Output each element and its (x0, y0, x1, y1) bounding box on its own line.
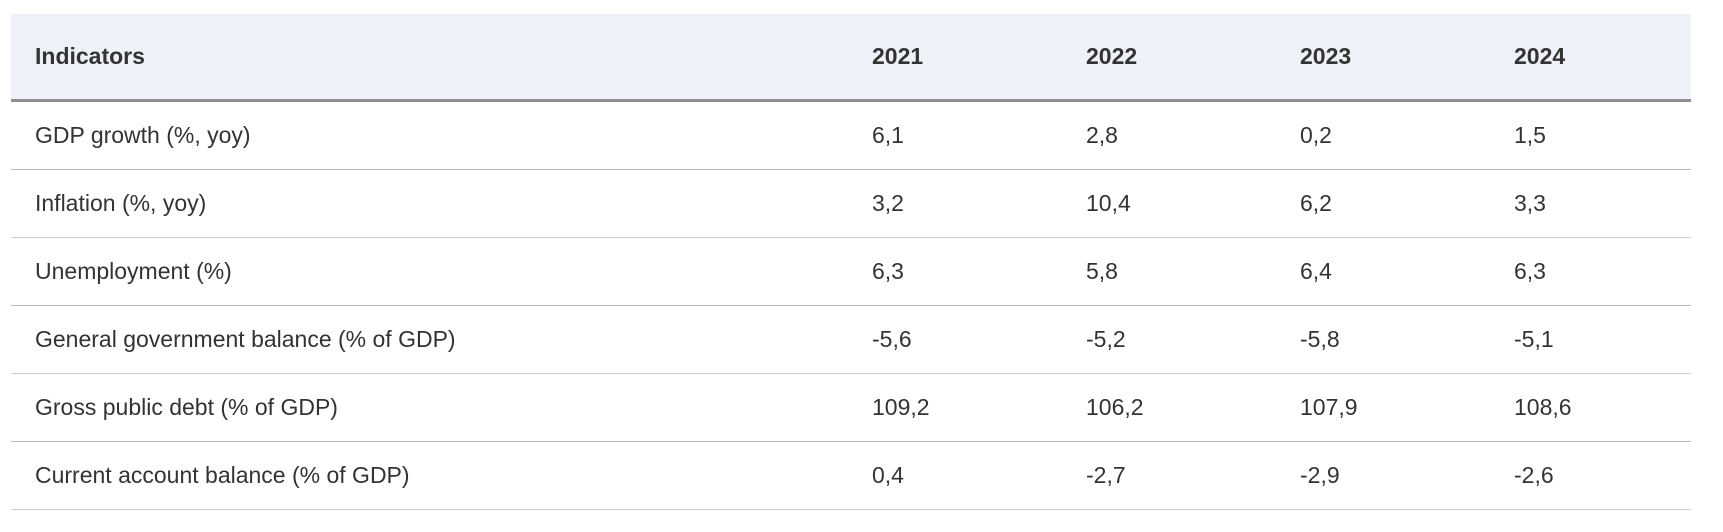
row-indicator: GDP growth (%, yoy) (11, 100, 848, 170)
cell-value: 0,4 (848, 441, 1062, 510)
row-indicator: General government balance (% of GDP) (11, 305, 848, 374)
table-row: Inflation (%, yoy) 3,2 10,4 6,2 3,3 (11, 169, 1691, 238)
table-row: General government balance (% of GDP) -5… (11, 305, 1691, 374)
cell-value: 0,2 (1276, 100, 1490, 170)
cell-value: 1,5 (1490, 100, 1691, 170)
indicators-table: Indicators 2021 2022 2023 2024 GDP growt… (11, 14, 1691, 510)
cell-value: 5,8 (1062, 237, 1276, 306)
table-row: GDP growth (%, yoy) 6,1 2,8 0,2 1,5 (11, 100, 1691, 170)
cell-value: 6,1 (848, 100, 1062, 170)
header-year-2023: 2023 (1276, 14, 1490, 102)
header-row: Indicators 2021 2022 2023 2024 (11, 14, 1691, 102)
table-row: Current account balance (% of GDP) 0,4 -… (11, 441, 1691, 510)
cell-value: 10,4 (1062, 169, 1276, 238)
cell-value: 3,2 (848, 169, 1062, 238)
cell-value: -5,8 (1276, 305, 1490, 374)
cell-value: -5,6 (848, 305, 1062, 374)
cell-value: 6,2 (1276, 169, 1490, 238)
header-year-2022: 2022 (1062, 14, 1276, 102)
cell-value: -5,1 (1490, 305, 1691, 374)
cell-value: -2,7 (1062, 441, 1276, 510)
header-year-2021: 2021 (848, 14, 1062, 102)
table-body: GDP growth (%, yoy) 6,1 2,8 0,2 1,5 Infl… (11, 100, 1691, 510)
row-indicator: Unemployment (%) (11, 237, 848, 306)
cell-value: -2,9 (1276, 441, 1490, 510)
cell-value: 106,2 (1062, 373, 1276, 442)
cell-value: 108,6 (1490, 373, 1691, 442)
row-indicator: Gross public debt (% of GDP) (11, 373, 848, 442)
cell-value: 6,3 (848, 237, 1062, 306)
cell-value: -5,2 (1062, 305, 1276, 374)
table-row: Unemployment (%) 6,3 5,8 6,4 6,3 (11, 237, 1691, 306)
cell-value: 6,4 (1276, 237, 1490, 306)
cell-value: 109,2 (848, 373, 1062, 442)
cell-value: 107,9 (1276, 373, 1490, 442)
header-indicators: Indicators (11, 14, 848, 102)
table-header: Indicators 2021 2022 2023 2024 (11, 14, 1691, 102)
cell-value: 2,8 (1062, 100, 1276, 170)
cell-value: 3,3 (1490, 169, 1691, 238)
indicators-table-container: Indicators 2021 2022 2023 2024 GDP growt… (11, 14, 1691, 510)
header-year-2024: 2024 (1490, 14, 1691, 102)
row-indicator: Inflation (%, yoy) (11, 169, 848, 238)
table-row: Gross public debt (% of GDP) 109,2 106,2… (11, 373, 1691, 442)
cell-value: 6,3 (1490, 237, 1691, 306)
row-indicator: Current account balance (% of GDP) (11, 441, 848, 510)
cell-value: -2,6 (1490, 441, 1691, 510)
